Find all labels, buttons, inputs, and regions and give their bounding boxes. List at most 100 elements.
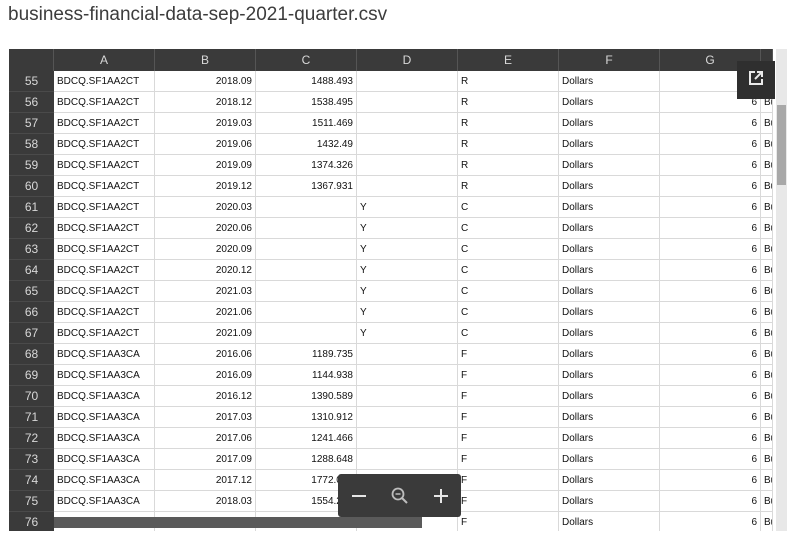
cell-f[interactable]: Dollars (559, 239, 660, 260)
cell-d[interactable] (357, 365, 458, 386)
cell-b[interactable]: 2021.03 (155, 281, 256, 302)
cell-b[interactable]: 2018.09 (155, 71, 256, 92)
cell-c[interactable]: 1310.912 (256, 407, 357, 428)
cell-e[interactable]: C (458, 281, 559, 302)
cell-d[interactable]: Y (357, 302, 458, 323)
cell-c[interactable] (256, 239, 357, 260)
cell-c[interactable]: 1288.648 (256, 449, 357, 470)
cell-f[interactable]: Dollars (559, 365, 660, 386)
cell-g[interactable]: 6 (660, 155, 761, 176)
row-header[interactable]: 76 (9, 512, 54, 531)
row-header[interactable]: 60 (9, 176, 54, 197)
cell-a[interactable]: BDCQ.SF1AA3CA (54, 386, 155, 407)
cell-d[interactable]: Y (357, 323, 458, 344)
cell-a[interactable]: BDCQ.SF1AA2CT (54, 260, 155, 281)
cell-f[interactable]: Dollars (559, 512, 660, 531)
cell-c[interactable]: 1390.589 (256, 386, 357, 407)
zoom-out-button[interactable] (344, 481, 374, 511)
cell-a[interactable]: BDCQ.SF1AA3CA (54, 470, 155, 491)
row-header[interactable]: 58 (9, 134, 54, 155)
cell-c[interactable]: 1432.49 (256, 134, 357, 155)
cell-g[interactable]: 6 (660, 512, 761, 531)
cell-c[interactable] (256, 260, 357, 281)
cell-e[interactable]: R (458, 176, 559, 197)
cell-b[interactable]: 2016.06 (155, 344, 256, 365)
cell-d[interactable] (357, 428, 458, 449)
cell-d[interactable]: Y (357, 218, 458, 239)
cell-b[interactable]: 2020.06 (155, 218, 256, 239)
cell-h[interactable]: Bu (761, 302, 773, 323)
cell-h[interactable]: Bu (761, 260, 773, 281)
row-header[interactable]: 65 (9, 281, 54, 302)
cell-b[interactable]: 2019.12 (155, 176, 256, 197)
cell-b[interactable]: 2019.09 (155, 155, 256, 176)
cell-a[interactable]: BDCQ.SF1AA2CT (54, 281, 155, 302)
row-header[interactable]: 59 (9, 155, 54, 176)
row-header[interactable]: 73 (9, 449, 54, 470)
cell-e[interactable]: R (458, 92, 559, 113)
cell-c[interactable]: 1189.735 (256, 344, 357, 365)
row-header[interactable]: 70 (9, 386, 54, 407)
cell-b[interactable]: 2021.09 (155, 323, 256, 344)
cell-h[interactable]: Bu (761, 176, 773, 197)
cell-d[interactable] (357, 386, 458, 407)
cell-f[interactable]: Dollars (559, 260, 660, 281)
row-header[interactable]: 62 (9, 218, 54, 239)
column-header-h[interactable] (761, 49, 773, 71)
cell-c[interactable]: 1367.931 (256, 176, 357, 197)
cell-g[interactable]: 6 (660, 407, 761, 428)
cell-c[interactable]: 1511.469 (256, 113, 357, 134)
cell-a[interactable]: BDCQ.SF1AA3CA (54, 365, 155, 386)
cell-c[interactable] (256, 302, 357, 323)
cell-b[interactable]: 2021.06 (155, 302, 256, 323)
cell-c[interactable]: 1144.938 (256, 365, 357, 386)
cell-c[interactable]: 1538.495 (256, 92, 357, 113)
cell-d[interactable] (357, 113, 458, 134)
cell-b[interactable]: 2018.03 (155, 491, 256, 512)
row-header[interactable]: 74 (9, 470, 54, 491)
cell-f[interactable]: Dollars (559, 344, 660, 365)
horizontal-scrollbar[interactable] (54, 517, 422, 528)
cell-h[interactable]: Bu (761, 512, 773, 531)
cell-e[interactable]: C (458, 197, 559, 218)
cell-e[interactable]: C (458, 302, 559, 323)
cell-h[interactable]: Bu (761, 470, 773, 491)
cell-b[interactable]: 2020.09 (155, 239, 256, 260)
row-header[interactable]: 72 (9, 428, 54, 449)
zoom-reset-button[interactable] (385, 481, 415, 511)
cell-d[interactable] (357, 155, 458, 176)
cell-d[interactable]: Y (357, 281, 458, 302)
cell-f[interactable]: Dollars (559, 470, 660, 491)
cell-f[interactable]: Dollars (559, 113, 660, 134)
cell-c[interactable] (256, 323, 357, 344)
cell-b[interactable]: 2020.12 (155, 260, 256, 281)
cell-f[interactable]: Dollars (559, 428, 660, 449)
cell-a[interactable]: BDCQ.SF1AA3CA (54, 428, 155, 449)
cell-f[interactable]: Dollars (559, 197, 660, 218)
cell-e[interactable]: F (458, 365, 559, 386)
cell-g[interactable]: 6 (660, 281, 761, 302)
cell-g[interactable]: 6 (660, 449, 761, 470)
cell-a[interactable]: BDCQ.SF1AA2CT (54, 92, 155, 113)
cell-a[interactable]: BDCQ.SF1AA2CT (54, 197, 155, 218)
cell-d[interactable]: Y (357, 239, 458, 260)
cell-g[interactable]: 6 (660, 386, 761, 407)
cell-e[interactable]: F (458, 491, 559, 512)
cell-h[interactable]: Bu (761, 92, 773, 113)
cell-g[interactable]: 6 (660, 491, 761, 512)
cell-a[interactable]: BDCQ.SF1AA2CT (54, 71, 155, 92)
row-header[interactable]: 57 (9, 113, 54, 134)
cell-h[interactable]: Bu (761, 386, 773, 407)
open-in-new-button[interactable] (737, 61, 775, 99)
cell-d[interactable]: Y (357, 260, 458, 281)
cell-d[interactable] (357, 92, 458, 113)
cell-e[interactable]: C (458, 260, 559, 281)
cell-g[interactable]: 6 (660, 428, 761, 449)
cell-g[interactable]: 6 (660, 302, 761, 323)
cell-h[interactable]: Bu (761, 407, 773, 428)
cell-g[interactable]: 6 (660, 197, 761, 218)
cell-a[interactable]: BDCQ.SF1AA3CA (54, 407, 155, 428)
cell-g[interactable]: 6 (660, 92, 761, 113)
row-header[interactable]: 67 (9, 323, 54, 344)
cell-g[interactable]: 6 (660, 260, 761, 281)
